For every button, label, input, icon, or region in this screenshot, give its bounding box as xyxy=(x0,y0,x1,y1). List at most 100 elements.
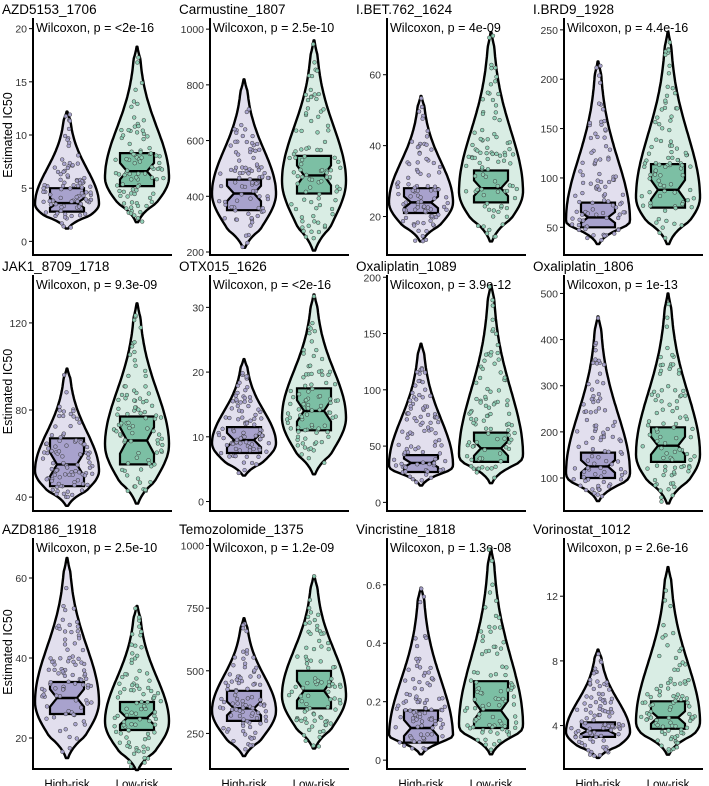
data-point xyxy=(253,412,258,418)
data-point xyxy=(412,739,417,744)
data-point xyxy=(66,126,72,132)
data-point xyxy=(419,478,424,483)
data-point xyxy=(83,197,89,202)
data-point xyxy=(256,407,261,412)
boxplot-low-risk xyxy=(649,700,687,730)
data-point xyxy=(682,679,687,684)
data-point xyxy=(580,173,585,178)
data-point xyxy=(431,160,436,166)
data-point xyxy=(137,480,143,485)
data-point xyxy=(74,194,79,200)
data-point xyxy=(573,735,578,740)
data-point xyxy=(441,204,447,210)
data-point xyxy=(259,165,264,170)
data-point xyxy=(408,708,413,713)
data-point xyxy=(44,477,49,482)
data-point xyxy=(305,106,311,111)
data-point xyxy=(66,679,71,684)
data-point xyxy=(76,656,81,661)
data-point xyxy=(325,123,331,128)
data-point xyxy=(243,233,249,238)
data-point xyxy=(595,679,600,684)
y-tick-label: 40 xyxy=(369,141,381,153)
data-point xyxy=(649,392,654,397)
data-point xyxy=(656,216,661,222)
data-point xyxy=(480,172,486,177)
data-point xyxy=(676,371,682,376)
data-point xyxy=(56,623,61,628)
data-point xyxy=(490,97,496,103)
y-tick-label: 10 xyxy=(192,432,204,444)
data-point xyxy=(75,462,80,468)
data-point xyxy=(571,477,576,482)
data-point xyxy=(664,451,669,456)
data-point xyxy=(48,680,53,685)
data-point xyxy=(687,465,692,470)
data-point xyxy=(652,172,658,177)
data-point xyxy=(688,457,693,463)
data-point xyxy=(479,187,484,192)
data-point xyxy=(496,696,501,702)
data-point xyxy=(81,719,86,724)
data-point xyxy=(659,399,664,404)
data-point xyxy=(149,175,155,180)
data-point xyxy=(477,375,483,381)
data-point xyxy=(308,326,313,331)
data-point xyxy=(498,459,503,464)
data-point xyxy=(132,340,137,345)
data-point xyxy=(219,696,224,702)
data-point xyxy=(488,673,493,678)
data-point xyxy=(73,722,78,727)
data-point xyxy=(654,463,660,468)
data-point xyxy=(228,713,234,718)
data-point xyxy=(512,430,517,436)
data-point xyxy=(648,715,654,720)
data-point xyxy=(672,221,677,226)
data-point xyxy=(323,722,329,728)
data-point xyxy=(319,179,324,184)
violin-low-risk xyxy=(280,39,348,252)
data-point xyxy=(50,461,56,466)
data-point xyxy=(420,395,425,400)
data-point xyxy=(57,475,62,480)
data-point xyxy=(148,151,154,156)
data-point xyxy=(675,692,680,697)
data-point xyxy=(240,244,245,250)
data-point xyxy=(242,434,247,439)
data-point xyxy=(672,681,677,687)
y-tick-label: 50 xyxy=(546,222,558,234)
data-point xyxy=(680,173,685,178)
data-point xyxy=(500,696,506,702)
data-point xyxy=(285,411,291,416)
data-point xyxy=(597,712,603,718)
data-point xyxy=(316,229,322,235)
data-point xyxy=(688,187,693,193)
data-point xyxy=(152,710,158,715)
wilcoxon-annotation: Wilcoxon, p = 2.6e-16 xyxy=(567,541,688,555)
data-point xyxy=(61,409,66,414)
y-tick-label: 15 xyxy=(15,77,27,89)
data-point xyxy=(671,470,677,475)
data-point xyxy=(306,389,311,394)
data-point xyxy=(303,111,309,116)
data-point xyxy=(130,424,135,429)
data-point xyxy=(124,206,129,211)
data-point xyxy=(113,729,119,735)
data-point xyxy=(41,189,46,195)
data-point xyxy=(256,167,261,173)
data-point xyxy=(308,363,313,368)
data-point xyxy=(319,644,324,649)
data-point xyxy=(610,177,616,182)
data-point xyxy=(478,400,483,405)
data-point xyxy=(602,135,607,140)
data-point xyxy=(143,416,148,421)
data-point xyxy=(669,723,675,728)
data-point xyxy=(511,702,517,707)
y-tick-label: 150 xyxy=(363,329,381,341)
panel-title: AZD8186_1918 xyxy=(2,522,97,537)
data-point xyxy=(146,685,151,691)
data-point xyxy=(576,227,582,233)
data-point xyxy=(86,452,91,457)
data-point xyxy=(475,223,481,229)
